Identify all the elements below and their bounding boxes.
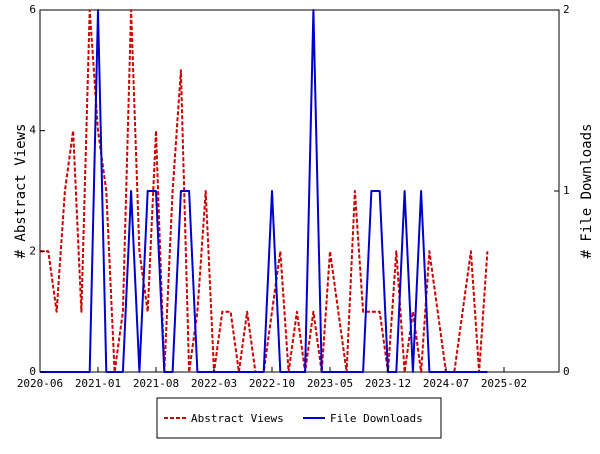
legend-label-file-downloads: File Downloads (330, 412, 423, 425)
left-axis-ticks: 0 2 4 6 (29, 3, 45, 378)
legend-label-abstract-views: Abstract Views (191, 412, 284, 425)
x-tick-label: 2022-03 (191, 377, 237, 390)
x-axis-ticks: 2020-06 2021-01 2021-08 2022-03 2022-10 2023-… (17, 367, 527, 390)
legend-box (156, 397, 442, 439)
left-tick-label: 4 (29, 124, 36, 137)
right-tick-label: 0 (563, 365, 570, 378)
x-tick-label: 2022-10 (249, 377, 295, 390)
plot-area (39, 9, 560, 373)
series-layer (40, 9, 489, 373)
x-tick-label: 2023-05 (307, 377, 353, 390)
x-tick-label: 2021-01 (75, 377, 121, 390)
x-tick-label: 2021-08 (133, 377, 179, 390)
left-tick-label: 6 (29, 3, 36, 16)
x-tick-label: 2023-12 (365, 377, 411, 390)
x-tick-label: 2020-06 (17, 377, 63, 390)
x-tick-label: 2025-02 (481, 377, 527, 390)
right-axis-ticks: 0 1 2 (554, 3, 570, 378)
x-tick-label: 2024-07 (423, 377, 469, 390)
left-tick-label: 0 (29, 365, 36, 378)
right-axis-title: # File Downloads (579, 124, 595, 259)
left-axis-title: # Abstract Views (13, 124, 29, 259)
right-tick-label: 1 (563, 184, 570, 197)
legend: Abstract Views File Downloads (156, 397, 442, 439)
series-line-file-downloads (40, 9, 488, 373)
right-tick-label: 2 (563, 3, 570, 16)
left-tick-label: 2 (29, 244, 36, 257)
